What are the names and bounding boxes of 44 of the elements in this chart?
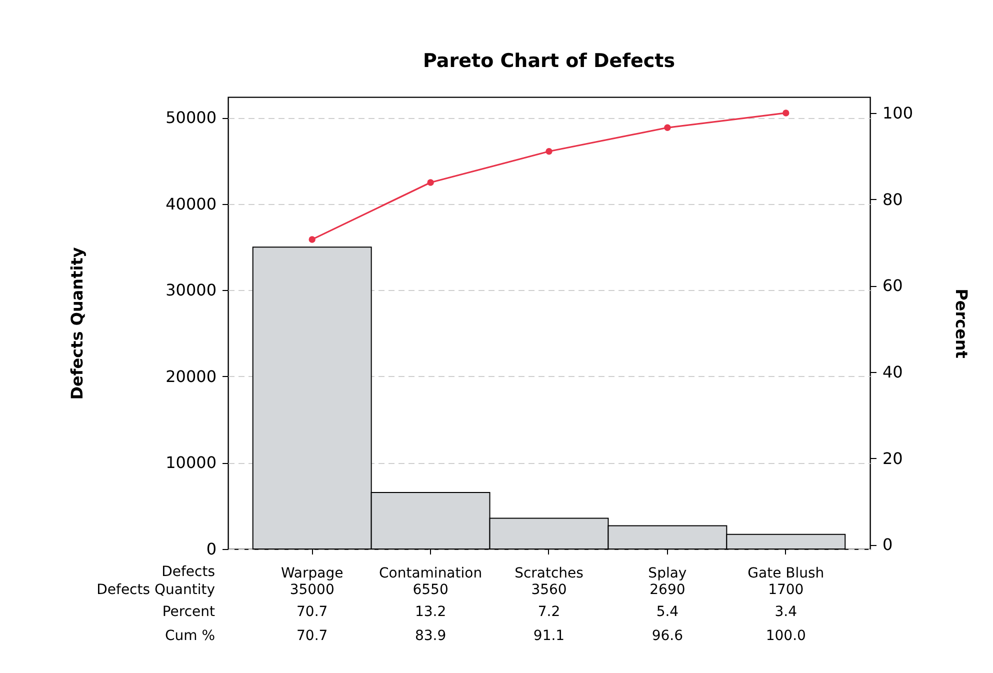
data-label: 6550 bbox=[412, 582, 448, 598]
y2-tick-label: 60 bbox=[882, 276, 903, 296]
text: Percent bbox=[162, 604, 216, 620]
chart-title: Pareto Chart of Defects bbox=[422, 50, 676, 72]
x-tick-label: Gate Blush bbox=[748, 566, 824, 582]
y-tick-label: 40000 bbox=[166, 194, 216, 214]
y2-tick-label: 80 bbox=[882, 190, 903, 209]
text: 5.4 bbox=[656, 604, 679, 620]
point bbox=[546, 148, 552, 155]
data-label: 3560 bbox=[531, 582, 567, 598]
data-label: 2690 bbox=[650, 582, 686, 598]
y2-axis-title: Percent bbox=[952, 288, 972, 359]
y-tick-label: 0 bbox=[206, 540, 216, 558]
data-label: 96.6 bbox=[652, 628, 684, 644]
point bbox=[427, 179, 434, 186]
text: 13.2 bbox=[414, 604, 446, 620]
y2-tick-label: 100 bbox=[882, 103, 914, 122]
text: 3.4 bbox=[774, 604, 798, 620]
data-label: 1700 bbox=[768, 582, 804, 598]
y-tick-label: 30000 bbox=[166, 280, 216, 300]
data-label: 91.1 bbox=[533, 628, 565, 644]
data-label: 100.0 bbox=[766, 628, 806, 644]
y2-tick-label: 20 bbox=[882, 448, 903, 468]
text: Cum % bbox=[164, 628, 215, 644]
text: Defects Quantity bbox=[96, 582, 215, 598]
y-axis-title: Defects Quantity bbox=[68, 246, 87, 400]
y-tick-label: 50000 bbox=[166, 108, 216, 128]
text: 70.7 bbox=[296, 604, 328, 620]
y-tick-label: 20000 bbox=[166, 366, 216, 386]
point bbox=[664, 124, 671, 131]
x-tick-label: Scratches bbox=[514, 566, 584, 582]
point bbox=[308, 236, 316, 243]
data-label: 35000 bbox=[290, 582, 334, 598]
y-tick-label: 10000 bbox=[166, 453, 216, 472]
y2-tick-label: 40 bbox=[882, 362, 903, 382]
data-label: 83.9 bbox=[414, 628, 446, 644]
text: 7.2 bbox=[538, 604, 560, 620]
x-tick-label: Warpage bbox=[280, 566, 344, 582]
point bbox=[782, 110, 790, 116]
x-tick-label: Contamination bbox=[379, 566, 482, 582]
x-axis-title: Defects bbox=[162, 564, 215, 580]
data-label: 70.7 bbox=[296, 628, 328, 644]
y2-tick-label: 0 bbox=[882, 535, 893, 554]
x-tick-label: Splay bbox=[648, 566, 687, 582]
